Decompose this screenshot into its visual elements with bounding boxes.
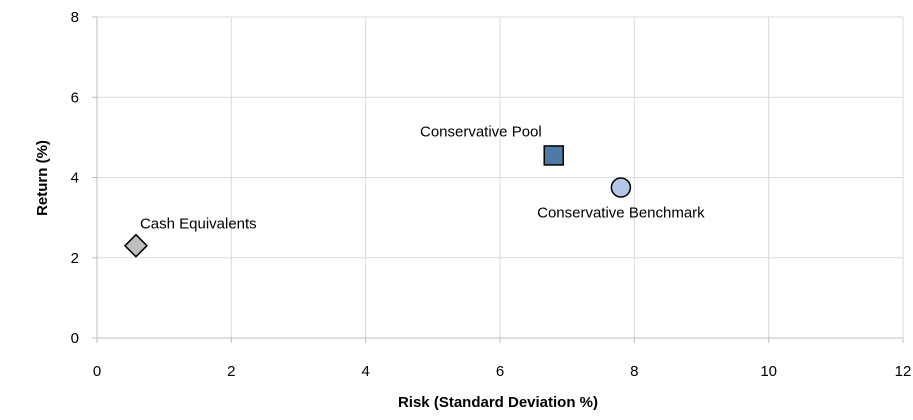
x-axis-title: Risk (Standard Deviation %)	[398, 394, 598, 411]
point-cash-equivalents: Cash Equivalents	[123, 216, 257, 258]
x-tick-label: 4	[361, 363, 369, 380]
data-points: Cash Equivalents Conservative Pool Conserv…	[123, 123, 705, 258]
x-tick-label: 2	[227, 363, 235, 380]
x-tick-label: 0	[93, 363, 101, 380]
x-tick-label: 10	[760, 363, 777, 380]
point-conservative-benchmark: Conservative Benchmark	[537, 177, 705, 222]
point-label: Cash Equivalents	[140, 216, 257, 233]
diamond-marker	[123, 233, 149, 258]
point-label: Conservative Pool	[420, 123, 542, 140]
y-tick-label: 2	[71, 250, 79, 267]
x-tick-label: 12	[895, 363, 912, 380]
y-axis-title: Return (%)	[34, 140, 51, 216]
point-label: Conservative Benchmark	[537, 205, 705, 222]
y-tick-label: 6	[71, 89, 79, 106]
x-tick-label: 8	[630, 363, 638, 380]
y-tick-label: 4	[71, 170, 79, 187]
circle-marker	[610, 177, 632, 198]
tick-labels: 0 2 4 6 8 10 12 0 2 4 6 8	[71, 9, 912, 380]
y-tick-label: 8	[71, 9, 79, 26]
grid	[92, 16, 904, 343]
y-tick-label: 0	[71, 330, 79, 347]
square-marker	[543, 145, 564, 166]
x-tick-label: 6	[496, 363, 504, 380]
point-conservative-pool: Conservative Pool	[420, 123, 564, 166]
